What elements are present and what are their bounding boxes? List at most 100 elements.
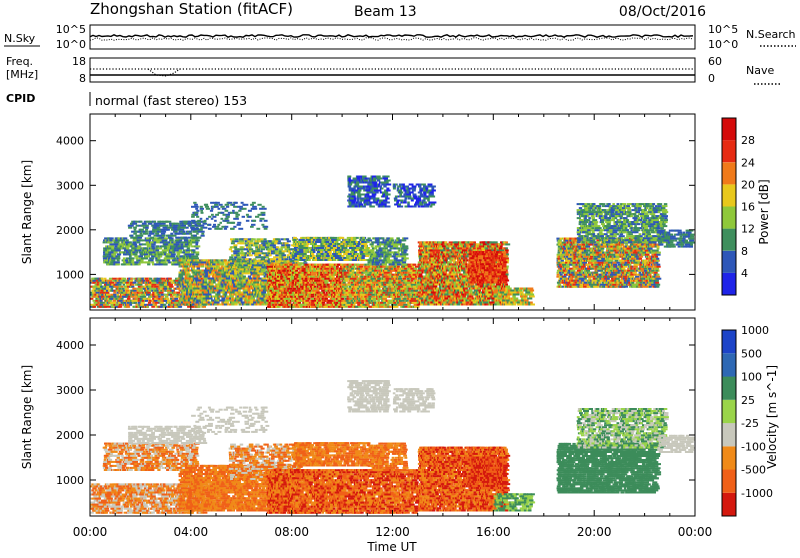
scatter-cell [129,280,133,282]
scatter-cell [170,296,174,298]
scatter-cell [229,282,232,284]
scatter-cell [280,286,284,288]
scatter-cell [238,264,241,266]
scatter-cell [254,242,259,244]
scatter-cell [146,247,149,249]
scatter-cell [161,259,166,261]
scatter-cell [129,241,132,243]
scatter-cell [111,243,116,245]
scatter-cell [177,253,181,255]
scatter-cell [131,284,134,286]
scatter-cell [234,240,238,242]
scatter-cell [229,256,233,258]
scatter-cell [277,260,281,262]
scatter-cell [169,235,174,237]
scatter-cell [281,252,284,254]
scatter-cell [140,235,143,237]
scatter-cell [119,304,123,306]
scatter-cell [142,257,145,259]
scatter-cell [105,253,109,255]
scatter-cell [196,233,199,235]
scatter-cell [323,270,326,272]
scatter-cell [100,300,103,302]
scatter-cell [253,258,256,260]
station-title: Zhongshan Station (fitACF) [90,0,293,18]
scatter-cell [201,266,205,268]
scatter-cell [114,251,118,253]
scatter-cell [240,248,243,250]
scatter-cell [243,290,247,292]
scatter-cell [93,288,97,290]
nsky-left-tick-bottom: 10^0 [56,38,86,51]
scatter-cell [324,278,327,280]
scatter-cell [221,298,225,300]
scatter-cell [104,298,107,300]
freq-right-tick-bottom: 0 [708,72,715,85]
scatter-cell [126,239,129,241]
scatter-cell [194,257,199,259]
scatter-cell [256,282,259,284]
scatter-cell [145,257,148,259]
scatter-cell [191,239,196,241]
scatter-cell [139,284,143,286]
scatter-cell [187,251,190,253]
scatter-cell [252,250,255,252]
scatter-cell [112,278,117,280]
scatter-cell [157,227,161,229]
scatter-cell [248,296,251,298]
scatter-cell [202,306,206,308]
scatter-cell [183,292,186,294]
scatter-cell [190,253,194,255]
scatter-cell [200,227,203,229]
scatter-cell [323,292,326,294]
scatter-cell [131,225,134,227]
scatter-cell [253,272,257,274]
scatter-cell [219,268,222,270]
scatter-cell [245,270,250,272]
scatter-cell [196,241,199,243]
scatter-cell [195,302,198,304]
scatter-cell [287,266,290,268]
scatter-cell [199,225,204,227]
scatter-cell [277,306,280,308]
scatter-cell [315,290,320,292]
scatter-cell [167,259,171,261]
scatter-cell [231,242,235,244]
scatter-cell [138,294,141,296]
scatter-cell [244,238,249,240]
scatter-cell [261,300,264,302]
scatter-cell [175,298,178,300]
scatter-cell [110,288,113,290]
scatter-cell [141,251,144,253]
scatter-cell [278,240,281,242]
scatter-cell [272,270,275,272]
scatter-cell [314,286,317,288]
cpid-value: normal (fast stereo) 153 [95,93,247,108]
scatter-cell [113,292,116,294]
scatter-cell [290,264,293,266]
scatter-cell [131,261,134,263]
scatter-cell [226,286,229,288]
scatter-cell [152,231,155,233]
scatter-cell [232,260,235,262]
scatter-cell [326,282,329,284]
scatter-cell [226,302,230,304]
scatter-cell [299,255,302,257]
scatter-cell [224,259,227,261]
scatter-cell [230,262,234,264]
scatter-cell [106,304,110,306]
scatter-cell [99,284,102,286]
scatter-cell [200,229,203,231]
scatter-cell [163,304,167,306]
scatter-cell [123,257,126,259]
scatter-cell [179,227,182,229]
scatter-cell [239,300,242,302]
scatter-cell [259,262,263,264]
scatter-cell [208,276,211,278]
scatter-cell [194,284,197,286]
scatter-cell [210,298,213,300]
scatter-cell [104,290,107,292]
scatter-cell [207,268,211,270]
date-title: 08/Oct/2016 [619,4,706,20]
